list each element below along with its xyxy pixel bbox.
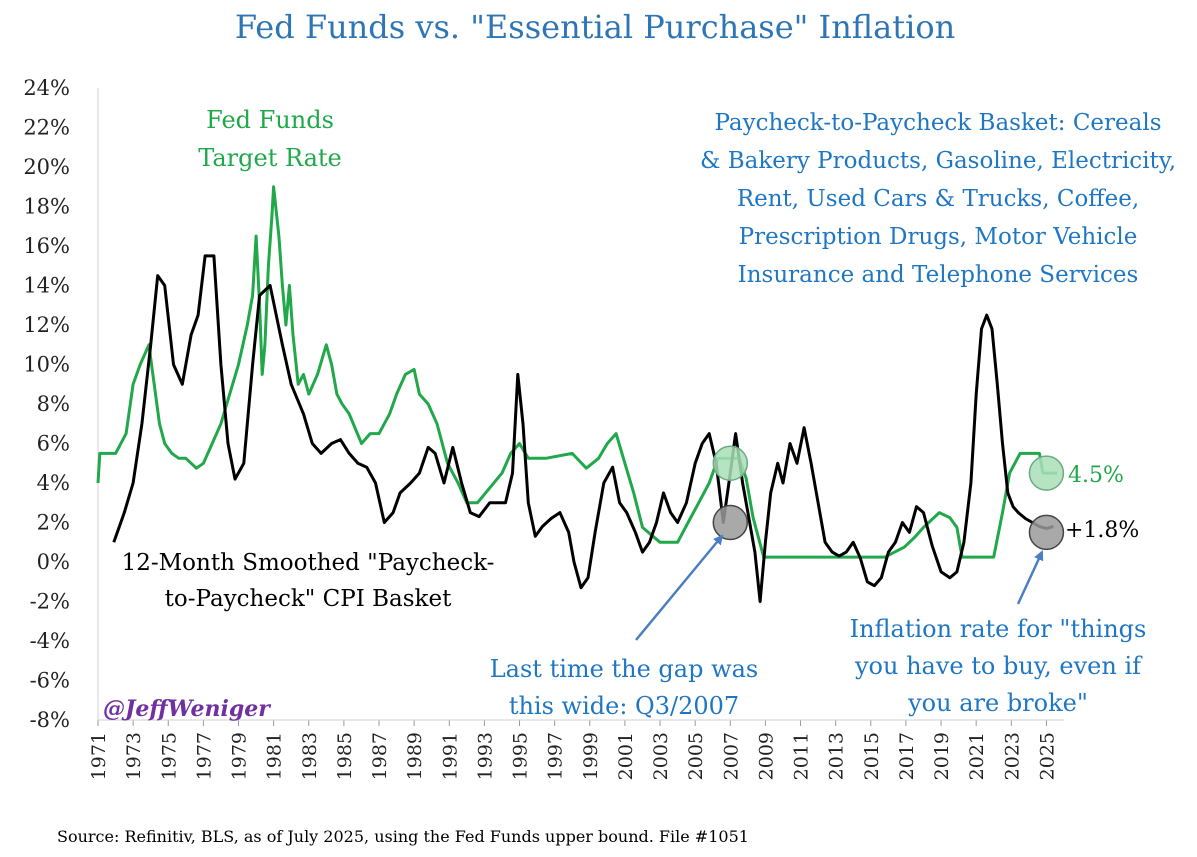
- x-tick-label: 2021: [966, 732, 988, 780]
- annotation-line: Last time the gap was: [490, 655, 759, 683]
- x-tick-label: 1997: [545, 732, 567, 780]
- author-handle: @JeffWeniger: [103, 696, 271, 722]
- y-tick-label: 22%: [23, 116, 70, 140]
- annotations: Fed Funds Target Rate 12-Month Smoothed "P…: [122, 106, 1176, 720]
- x-tick-label: 1993: [474, 732, 496, 780]
- x-tick-label: 1987: [369, 732, 391, 780]
- y-tick-label: 2%: [37, 511, 70, 535]
- x-tick-label: 1983: [299, 732, 321, 780]
- x-tick-label: 1971: [88, 732, 110, 780]
- y-tick-label: 16%: [23, 234, 70, 258]
- x-tick-label: 2023: [1001, 732, 1023, 780]
- y-tick-label: 14%: [23, 274, 70, 298]
- x-tick-label: 2019: [931, 732, 953, 780]
- annotation-fed-label: Fed Funds Target Rate: [198, 106, 342, 172]
- x-tick-label: 2007: [720, 732, 742, 780]
- arrows: [635, 534, 1044, 641]
- x-tick-label: 2017: [896, 732, 918, 780]
- annotation-line: Rent, Used Cars & Trucks, Coffee,: [737, 186, 1139, 212]
- gap-arrow: [635, 534, 724, 641]
- annotation-line: Fed Funds: [206, 106, 334, 134]
- basket-cpi-line: [112, 254, 1054, 603]
- chart-title: Fed Funds vs. "Essential Purchase" Infla…: [235, 8, 955, 46]
- x-tick-label: 1977: [193, 732, 215, 780]
- x-tick-label: 2013: [826, 732, 848, 780]
- x-tick-label: 1979: [229, 732, 251, 780]
- annotation-line: Inflation rate for "things: [850, 615, 1147, 643]
- y-tick-label: -8%: [30, 708, 70, 732]
- y-tick-label: -6%: [30, 669, 70, 693]
- annotation-line: this wide: Q3/2007: [509, 692, 739, 720]
- annotation-line: 12-Month Smoothed "Paycheck-: [122, 550, 495, 576]
- y-tick-label: 18%: [23, 195, 70, 219]
- y-tick-label: 12%: [23, 313, 70, 337]
- x-tick-label: 2003: [650, 732, 672, 780]
- annotation-line: to-Paycheck" CPI Basket: [165, 586, 452, 612]
- y-tick-label: 24%: [23, 76, 70, 100]
- annotation-line: Insurance and Telephone Services: [738, 262, 1139, 288]
- y-tick-label: 6%: [37, 432, 70, 456]
- y-tick-label: 8%: [37, 392, 70, 416]
- source-note: Source: Refinitiv, BLS, as of July 2025,…: [57, 827, 749, 846]
- fed-funds-line: [96, 185, 1057, 559]
- annotation-line: Prescription Drugs, Motor Vehicle: [739, 224, 1138, 250]
- basket-latest-value-label: +1.8%: [1065, 518, 1139, 543]
- x-tick-label: 1999: [580, 732, 602, 780]
- y-tick-label: 10%: [23, 353, 70, 377]
- x-tick-label: 1985: [334, 732, 356, 780]
- x-tick-label: 1989: [404, 732, 426, 780]
- annotation-gap-note: Last time the gap was this wide: Q3/2007: [490, 655, 759, 720]
- inflation-arrow: [1016, 550, 1044, 605]
- x-axis: 1971 1973 1975 1977 1979 1981 1983 1985 1987 1989…: [88, 720, 1058, 780]
- annotation-line: Target Rate: [198, 144, 342, 172]
- x-tick-label: 1991: [439, 732, 461, 780]
- x-tick-label: 1975: [158, 732, 180, 780]
- x-tick-label: 2001: [615, 732, 637, 780]
- x-tick-label: 2009: [755, 732, 777, 780]
- y-tick-label: -2%: [30, 590, 70, 614]
- annotation-line: & Bakery Products, Gasoline, Electricity…: [700, 148, 1176, 174]
- highlight-marker: [712, 445, 749, 481]
- y-axis: -8% -6% -4% -2% 0% 2% 4% 6% 8% 10% 12% 14% 16% 18% 20%…: [23, 76, 70, 732]
- x-tick-label: 1973: [123, 732, 145, 780]
- annotation-line: Paycheck-to-Paycheck Basket: Cereals: [714, 110, 1161, 136]
- annotation-inflation-note: Inflation rate for "things you have to bu…: [850, 615, 1147, 717]
- y-tick-label: 20%: [23, 155, 70, 179]
- y-tick-label: 0%: [37, 550, 70, 574]
- x-tick-label: 2011: [791, 732, 813, 780]
- annotation-basket-label: 12-Month Smoothed "Paycheck-to-Paycheck"…: [122, 550, 495, 612]
- highlight-marker: [1028, 455, 1065, 491]
- markers: [712, 445, 1065, 551]
- annotation-line: you have to buy, even if: [854, 652, 1143, 680]
- x-tick-label: 2025: [1036, 732, 1058, 780]
- x-tick-label: 1995: [510, 732, 532, 780]
- x-tick-label: 1981: [264, 732, 286, 780]
- annotation-basket-desc: Paycheck-to-Paycheck Basket: Cereals & Ba…: [700, 110, 1176, 288]
- x-tick-label: 2005: [685, 732, 707, 780]
- y-tick-label: 4%: [37, 471, 70, 495]
- highlight-marker: [712, 504, 749, 541]
- y-tick-label: -4%: [30, 629, 70, 653]
- annotation-line: you are broke": [907, 689, 1088, 717]
- highlight-marker: [1028, 514, 1065, 551]
- fed-latest-value-label: 4.5%: [1068, 463, 1124, 488]
- x-tick-label: 2015: [861, 732, 883, 780]
